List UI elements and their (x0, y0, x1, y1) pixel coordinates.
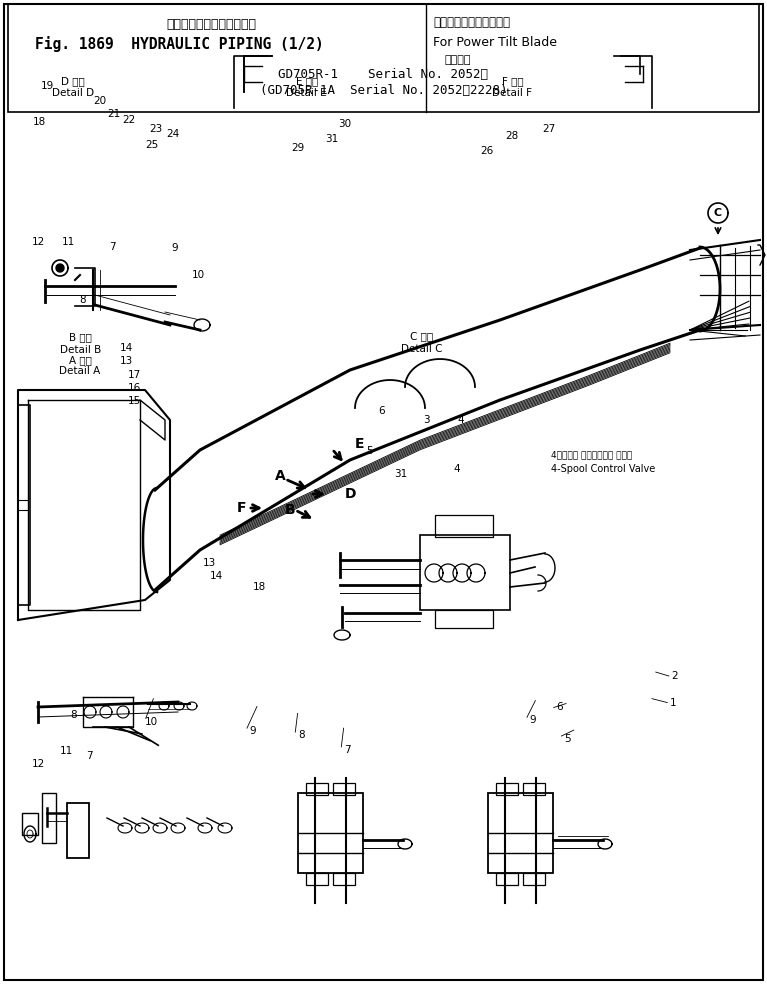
Text: E: E (355, 437, 365, 451)
Text: 23: 23 (149, 124, 163, 134)
Text: A 詳細: A 詳細 (68, 355, 91, 365)
Text: C 詳細: C 詳細 (410, 332, 433, 341)
Text: 4-Spool Control Valve: 4-Spool Control Valve (551, 463, 655, 473)
Text: 7: 7 (87, 751, 93, 761)
Text: 9: 9 (250, 726, 256, 736)
Text: (GD705R-1A  Serial No. 2052～2228): (GD705R-1A Serial No. 2052～2228) (260, 84, 507, 97)
Text: 4スプール コントロール バルブ: 4スプール コントロール バルブ (551, 451, 632, 460)
Text: 31: 31 (394, 469, 408, 479)
Text: C: C (714, 208, 722, 218)
Text: GD705R-1    Serial No. 2052～: GD705R-1 Serial No. 2052～ (278, 68, 489, 81)
Text: A: A (275, 469, 285, 483)
Text: Fig. 1869  HYDRAULIC PIPING (1/2): Fig. 1869 HYDRAULIC PIPING (1/2) (35, 36, 323, 52)
Bar (488, 793, 553, 873)
Text: 30: 30 (338, 119, 352, 129)
Text: 21: 21 (107, 109, 120, 119)
Text: 28: 28 (505, 131, 519, 141)
Text: 27: 27 (542, 124, 555, 134)
Text: 26: 26 (480, 146, 494, 155)
Text: 適用号機: 適用号機 (445, 55, 472, 65)
Bar (306, 783, 328, 795)
Bar (523, 783, 545, 795)
Text: 7: 7 (109, 242, 115, 252)
Bar (42, 793, 56, 843)
Text: Detail B: Detail B (60, 344, 101, 354)
Text: 10: 10 (145, 717, 159, 727)
Text: 20: 20 (93, 96, 107, 106)
Text: 19: 19 (41, 81, 54, 91)
Text: 5: 5 (367, 446, 373, 456)
Text: 8: 8 (71, 710, 77, 720)
Text: 12: 12 (31, 759, 45, 769)
Text: 24: 24 (166, 129, 179, 139)
Text: F: F (237, 501, 247, 515)
Text: Detail F: Detail F (492, 88, 532, 97)
Text: Detail C: Detail C (401, 343, 443, 353)
Text: D 詳細: D 詳細 (61, 76, 84, 86)
Text: 2: 2 (672, 671, 678, 681)
Text: 31: 31 (324, 134, 338, 144)
Text: 8: 8 (298, 730, 304, 740)
Text: D: D (344, 487, 356, 501)
Bar (333, 783, 355, 795)
Text: E 詳細: E 詳細 (295, 76, 318, 86)
Text: 7: 7 (344, 745, 351, 755)
Text: 29: 29 (291, 143, 304, 153)
Text: F 詳細: F 詳細 (502, 76, 523, 86)
Text: ハイドロリックパイピング: ハイドロリックパイピング (166, 18, 256, 31)
Text: 4: 4 (458, 415, 464, 425)
Text: 14: 14 (209, 571, 223, 581)
Bar (420, 535, 510, 610)
Bar (523, 873, 545, 885)
Text: 14: 14 (120, 343, 133, 353)
Text: Detail D: Detail D (52, 88, 94, 97)
Text: 10: 10 (192, 270, 205, 280)
Text: Detail E: Detail E (287, 88, 327, 97)
Text: 3: 3 (423, 415, 430, 425)
Text: 9: 9 (172, 243, 178, 253)
Bar (333, 873, 355, 885)
Text: B 詳細: B 詳細 (69, 333, 92, 342)
Text: Detail A: Detail A (59, 366, 100, 376)
Bar (496, 873, 518, 885)
Text: 6: 6 (379, 406, 385, 416)
Text: パワーチルトブレード用: パワーチルトブレード用 (433, 16, 510, 29)
Text: 16: 16 (127, 383, 141, 393)
Text: 12: 12 (31, 237, 44, 247)
Text: 8: 8 (80, 295, 87, 305)
Text: 18: 18 (252, 583, 266, 592)
Text: 22: 22 (122, 115, 136, 125)
Text: 1: 1 (670, 698, 676, 707)
Text: 11: 11 (60, 746, 74, 756)
Text: 17: 17 (127, 370, 141, 380)
Bar (306, 873, 328, 885)
Text: 18: 18 (33, 117, 47, 127)
Text: B: B (285, 503, 295, 517)
Bar (496, 783, 518, 795)
Text: 9: 9 (530, 715, 536, 725)
Polygon shape (56, 264, 64, 272)
Bar (22, 813, 38, 835)
Text: 15: 15 (127, 397, 141, 406)
Text: 25: 25 (145, 140, 159, 150)
Text: 5: 5 (565, 734, 571, 744)
Bar (435, 610, 493, 628)
Text: 6: 6 (557, 703, 563, 712)
Bar (435, 515, 493, 537)
Text: 13: 13 (120, 356, 133, 366)
Bar (298, 793, 363, 873)
Text: For Power Tilt Blade: For Power Tilt Blade (433, 36, 558, 49)
Bar (67, 803, 89, 858)
Text: 4: 4 (454, 464, 460, 474)
Text: 11: 11 (61, 237, 74, 247)
Text: 13: 13 (202, 558, 216, 568)
